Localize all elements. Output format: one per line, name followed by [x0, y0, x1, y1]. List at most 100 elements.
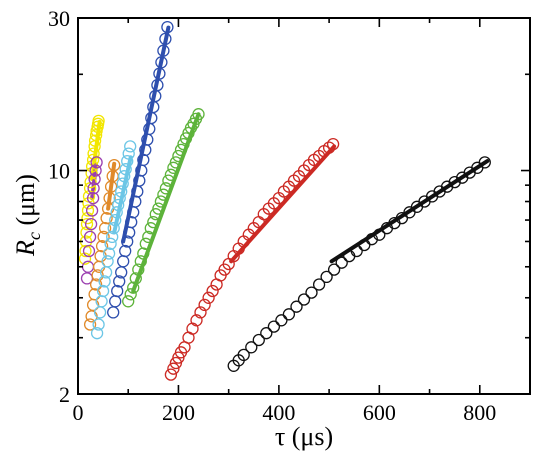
data-point — [152, 202, 165, 215]
data-point — [115, 185, 128, 198]
data-point — [79, 244, 92, 258]
data-point — [169, 356, 183, 370]
data-point — [97, 230, 110, 244]
plot-frame — [77, 17, 531, 395]
data-point — [96, 284, 110, 298]
data-point — [282, 308, 296, 321]
data-point — [162, 174, 175, 187]
y-axis-title-main: R — [11, 240, 40, 257]
data-point — [206, 284, 219, 298]
data-point — [164, 168, 178, 181]
axis-ticks — [77, 17, 530, 395]
data-point — [118, 170, 131, 183]
data-point — [252, 333, 265, 347]
data-point — [157, 44, 170, 57]
x-tick-label: 800 — [463, 400, 496, 425]
y-tick-label: 30 — [48, 6, 70, 31]
data-point — [98, 222, 112, 235]
data-point — [119, 244, 132, 258]
data-point — [198, 298, 211, 312]
data-point — [139, 237, 152, 250]
data-point — [119, 163, 132, 176]
data-point — [169, 156, 183, 169]
data-point — [194, 306, 207, 319]
data-point — [132, 263, 145, 276]
data-point — [121, 154, 134, 168]
data-point — [312, 278, 326, 291]
data-point — [192, 108, 205, 121]
x-tick-label: 400 — [262, 400, 295, 425]
data-point — [109, 295, 122, 308]
fit-line — [112, 155, 133, 235]
data-point — [172, 149, 185, 163]
data-point — [267, 320, 281, 333]
data-point — [327, 263, 341, 276]
data-point — [87, 147, 100, 160]
data-point — [113, 275, 126, 288]
data-point — [179, 132, 193, 145]
data-point — [142, 230, 155, 244]
data-point — [82, 244, 96, 258]
data-point — [107, 222, 120, 235]
data-point — [151, 78, 164, 92]
x-tick-label: 0 — [73, 400, 84, 425]
x-tick-label: 600 — [363, 400, 396, 425]
data-point — [86, 191, 100, 205]
data-point — [154, 195, 168, 208]
data-point — [320, 270, 333, 284]
data-point — [85, 167, 98, 180]
data-point — [124, 288, 137, 301]
data-point — [100, 211, 113, 225]
data-point — [116, 177, 129, 190]
data-point — [174, 143, 188, 157]
data-point — [88, 288, 101, 301]
data-point — [87, 182, 100, 195]
data-point — [101, 255, 114, 268]
data-point — [159, 182, 173, 195]
data-point — [104, 237, 117, 250]
data-point — [190, 314, 203, 327]
data-point — [89, 278, 103, 291]
data-point — [124, 140, 137, 153]
x-tick-label: 200 — [162, 400, 195, 425]
data-point — [129, 272, 142, 285]
data-point — [110, 206, 123, 219]
data-point — [147, 215, 160, 229]
data-point — [89, 164, 102, 177]
data-point — [167, 161, 180, 174]
fit-line — [229, 144, 337, 264]
data-point — [112, 198, 125, 212]
data-points — [78, 20, 491, 381]
data-point — [83, 230, 97, 244]
data-point — [91, 269, 104, 282]
x-axis-title: τ (μs) — [275, 422, 333, 451]
data-point — [106, 230, 119, 244]
fit-line — [90, 119, 102, 182]
data-point — [373, 228, 386, 241]
data-point — [260, 327, 273, 340]
y-tick-label: 2 — [59, 382, 70, 407]
data-point — [326, 137, 340, 151]
data-point — [245, 341, 258, 354]
fit-line — [329, 159, 490, 264]
data-point — [122, 147, 135, 160]
data-point — [157, 188, 170, 201]
data-point — [125, 215, 138, 229]
data-point — [108, 158, 121, 172]
data-point — [92, 114, 105, 128]
data-point — [84, 175, 97, 189]
data-point — [177, 137, 190, 151]
data-point — [117, 255, 130, 268]
data-point — [107, 306, 120, 319]
data-point — [83, 318, 97, 331]
data-point — [202, 291, 215, 304]
y-axis-title-unit: (μm) — [11, 174, 40, 232]
data-point — [290, 300, 303, 313]
y-axis-title: Rc (μm) — [11, 174, 44, 257]
data-point — [305, 286, 318, 299]
data-point — [122, 295, 135, 308]
data-point — [102, 247, 116, 260]
data-point — [335, 256, 348, 269]
data-point — [322, 141, 336, 154]
